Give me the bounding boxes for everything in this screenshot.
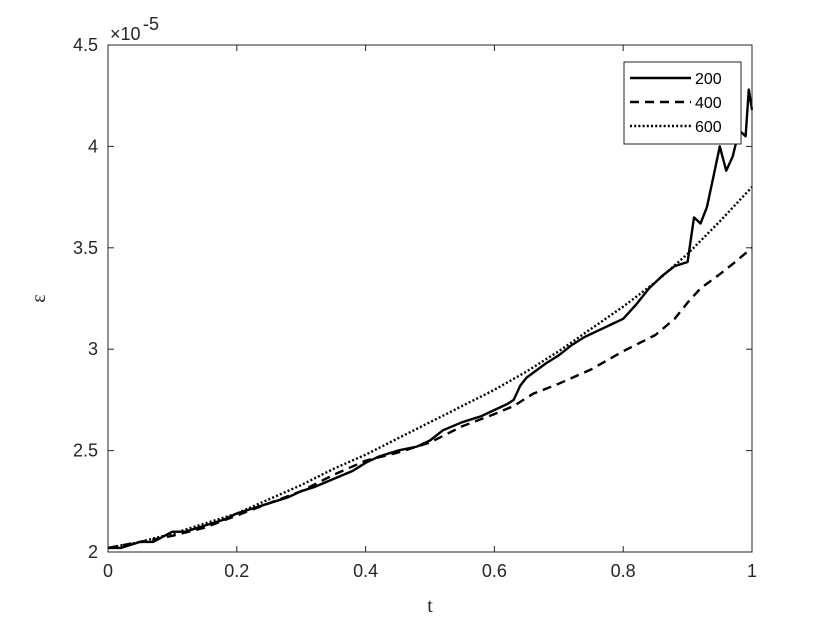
legend-label-200: 200 xyxy=(695,71,722,88)
x-tick-label: 0 xyxy=(103,561,113,581)
y-tick-label: 3 xyxy=(88,339,98,359)
y-exponent-power: -5 xyxy=(143,14,159,34)
axes-box xyxy=(107,44,753,553)
y-tick-label: 4.5 xyxy=(73,35,98,55)
axes-layer: 0 0.2 0.4 0.6 0.8 1 2 2.5 3 3.5 4 4.5 xyxy=(73,35,757,581)
x-tick-label: 0.6 xyxy=(482,561,507,581)
series-layer xyxy=(107,88,754,550)
y-tick-label: 3.5 xyxy=(73,238,98,258)
y-exponent-base: ×10 xyxy=(110,24,141,44)
x-tick-label: 1 xyxy=(747,561,757,581)
y-axis-label: ε xyxy=(28,294,50,302)
x-axis-label: t xyxy=(427,595,433,617)
y-tick-label: 4 xyxy=(88,136,98,156)
x-tick-label: 0.8 xyxy=(611,561,636,581)
legend-label-600: 600 xyxy=(695,119,722,136)
series-line-600 xyxy=(107,186,753,550)
legend-label-400: 400 xyxy=(695,95,722,112)
x-tick-label: 0.4 xyxy=(353,561,378,581)
legend: 200 400 600 xyxy=(623,61,742,145)
series-line-400 xyxy=(107,246,753,550)
y-tick-label: 2 xyxy=(88,542,98,562)
x-tick-label: 0.2 xyxy=(224,561,249,581)
y-tick-label: 2.5 xyxy=(73,441,98,461)
